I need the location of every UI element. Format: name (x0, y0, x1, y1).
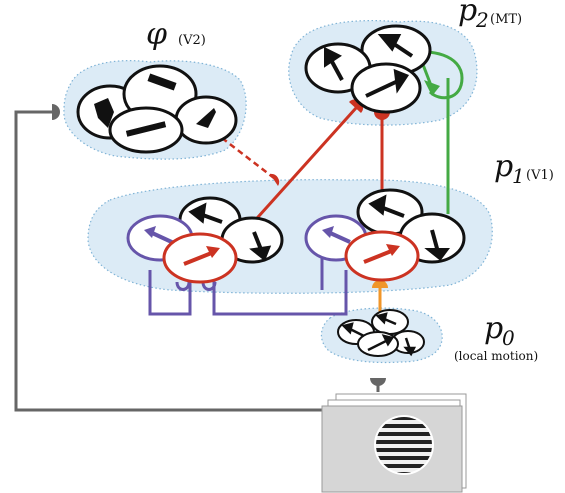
stimulus-stack (321, 393, 467, 493)
phi-bar-icon-2 (147, 73, 177, 91)
svg-text:1: 1 (512, 164, 525, 188)
phi-bar-icon-4 (125, 121, 167, 137)
svg-text:(local motion): (local motion) (454, 349, 538, 363)
svg-text:2: 2 (475, 8, 489, 32)
svg-text:p: p (494, 149, 513, 184)
modulatory-connection (221, 137, 275, 179)
svg-text:0: 0 (502, 326, 515, 350)
phi-corner-icon-3 (196, 108, 216, 128)
label-p0: p 0 (local motion) (454, 311, 538, 363)
svg-text:p: p (484, 311, 503, 346)
feedback-terminal-icon (52, 104, 60, 120)
svg-text:φ: φ (146, 17, 167, 52)
phi-corner-icon-1 (94, 98, 114, 128)
svg-text:p: p (458, 0, 477, 28)
label-p1: p 1 (V1) (494, 149, 554, 188)
svg-text:(V1): (V1) (526, 168, 554, 183)
inhibitory-network (148, 256, 348, 316)
svg-text:(MT): (MT) (490, 12, 522, 27)
label-p2: p 2 (MT) (458, 0, 522, 32)
feedback-line (14, 110, 330, 412)
stimulus-terminal-icon (370, 378, 386, 386)
svg-text:(V2): (V2) (178, 33, 206, 48)
label-phi: φ (V2) (146, 17, 206, 52)
grating-stimulus-icon (376, 417, 432, 473)
